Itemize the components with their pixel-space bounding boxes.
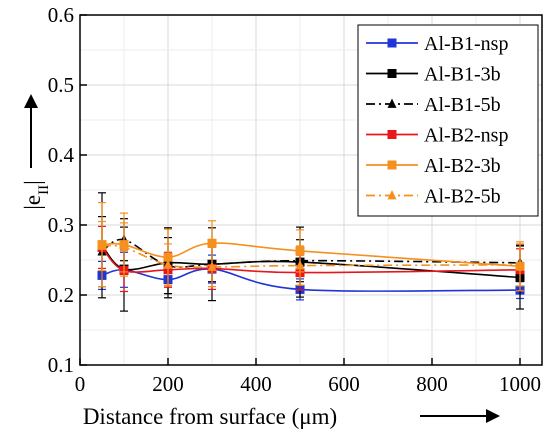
legend-label: Al-B1-3b: [424, 64, 501, 86]
data-point: [97, 240, 107, 250]
data-point: [207, 261, 217, 271]
y-tick-label: 0.6: [48, 3, 74, 27]
legend-box: [357, 24, 539, 217]
legend-item: Al-B2-3b: [366, 155, 501, 177]
y-tick-label: 0.4: [48, 143, 75, 167]
legend-label: Al-B1-5b: [424, 94, 501, 116]
plot-area-frame: [79, 14, 543, 366]
series-Al-B2-nsp: [97, 225, 525, 293]
legend-marker: [387, 160, 397, 170]
legend-item: Al-B1-3b: [366, 64, 501, 86]
y-axis-title-end: |: [20, 180, 45, 185]
y-axis-title-main: |e: [20, 195, 45, 210]
data-point: [163, 259, 173, 269]
legend-label: Al-B2-5b: [424, 186, 501, 208]
legend-marker: [387, 98, 397, 108]
y-tick-label: 0.2: [48, 283, 74, 307]
y-tick-label: 0.3: [48, 213, 74, 237]
y-axis-title: |eII|: [20, 180, 52, 209]
axis-ticks: 0 200 400 600 800 1000 0.1 0.2 0.3 0.4 0.5 0.6: [48, 3, 541, 396]
y-axis-title-subscript: II: [36, 185, 52, 195]
x-axis-arrow: [420, 409, 500, 423]
x-tick-label: 800: [416, 372, 448, 396]
series-layer: [97, 192, 525, 312]
data-point: [207, 238, 217, 248]
legend-marker: [387, 69, 397, 78]
y-tick-label: 0.1: [48, 353, 74, 377]
data-point: [295, 260, 305, 270]
legend-item: Al-B1-5b: [366, 94, 501, 116]
legend-marker: [387, 189, 397, 200]
y-axis-arrow: [24, 94, 38, 168]
legend-label: Al-B2-nsp: [424, 125, 508, 147]
x-axis-title: Distance from surface (μm): [83, 404, 337, 429]
legend-item: Al-B2-5b: [366, 186, 501, 208]
data-point: [119, 241, 129, 252]
legend-label: Al-B2-3b: [424, 155, 501, 177]
series-Al-B1-nsp: [97, 251, 525, 301]
legend-item: Al-B2-nsp: [366, 125, 508, 147]
legend: Al-B1-nsp Al-B1-3b Al-B1-5b Al-B2-nsp Al-B2-…: [357, 24, 539, 217]
x-tick-label: 400: [240, 372, 272, 396]
x-tick-label: 1000: [499, 372, 541, 396]
legend-item: Al-B1-nsp: [366, 33, 508, 55]
x-tick-label: 200: [152, 372, 184, 396]
legend-marker: [387, 130, 397, 139]
x-tick-label: 0: [75, 372, 86, 396]
y-axis-title-group: |eII|: [20, 180, 52, 209]
legend-label: Al-B1-nsp: [424, 33, 508, 55]
legend-marker: [387, 38, 397, 48]
data-point: [515, 259, 525, 269]
y-tick-label: 0.5: [48, 73, 74, 97]
series-Al-B1-5b: [97, 216, 525, 295]
series-Al-B2-5b: [97, 220, 525, 288]
x-tick-label: 600: [328, 372, 360, 396]
